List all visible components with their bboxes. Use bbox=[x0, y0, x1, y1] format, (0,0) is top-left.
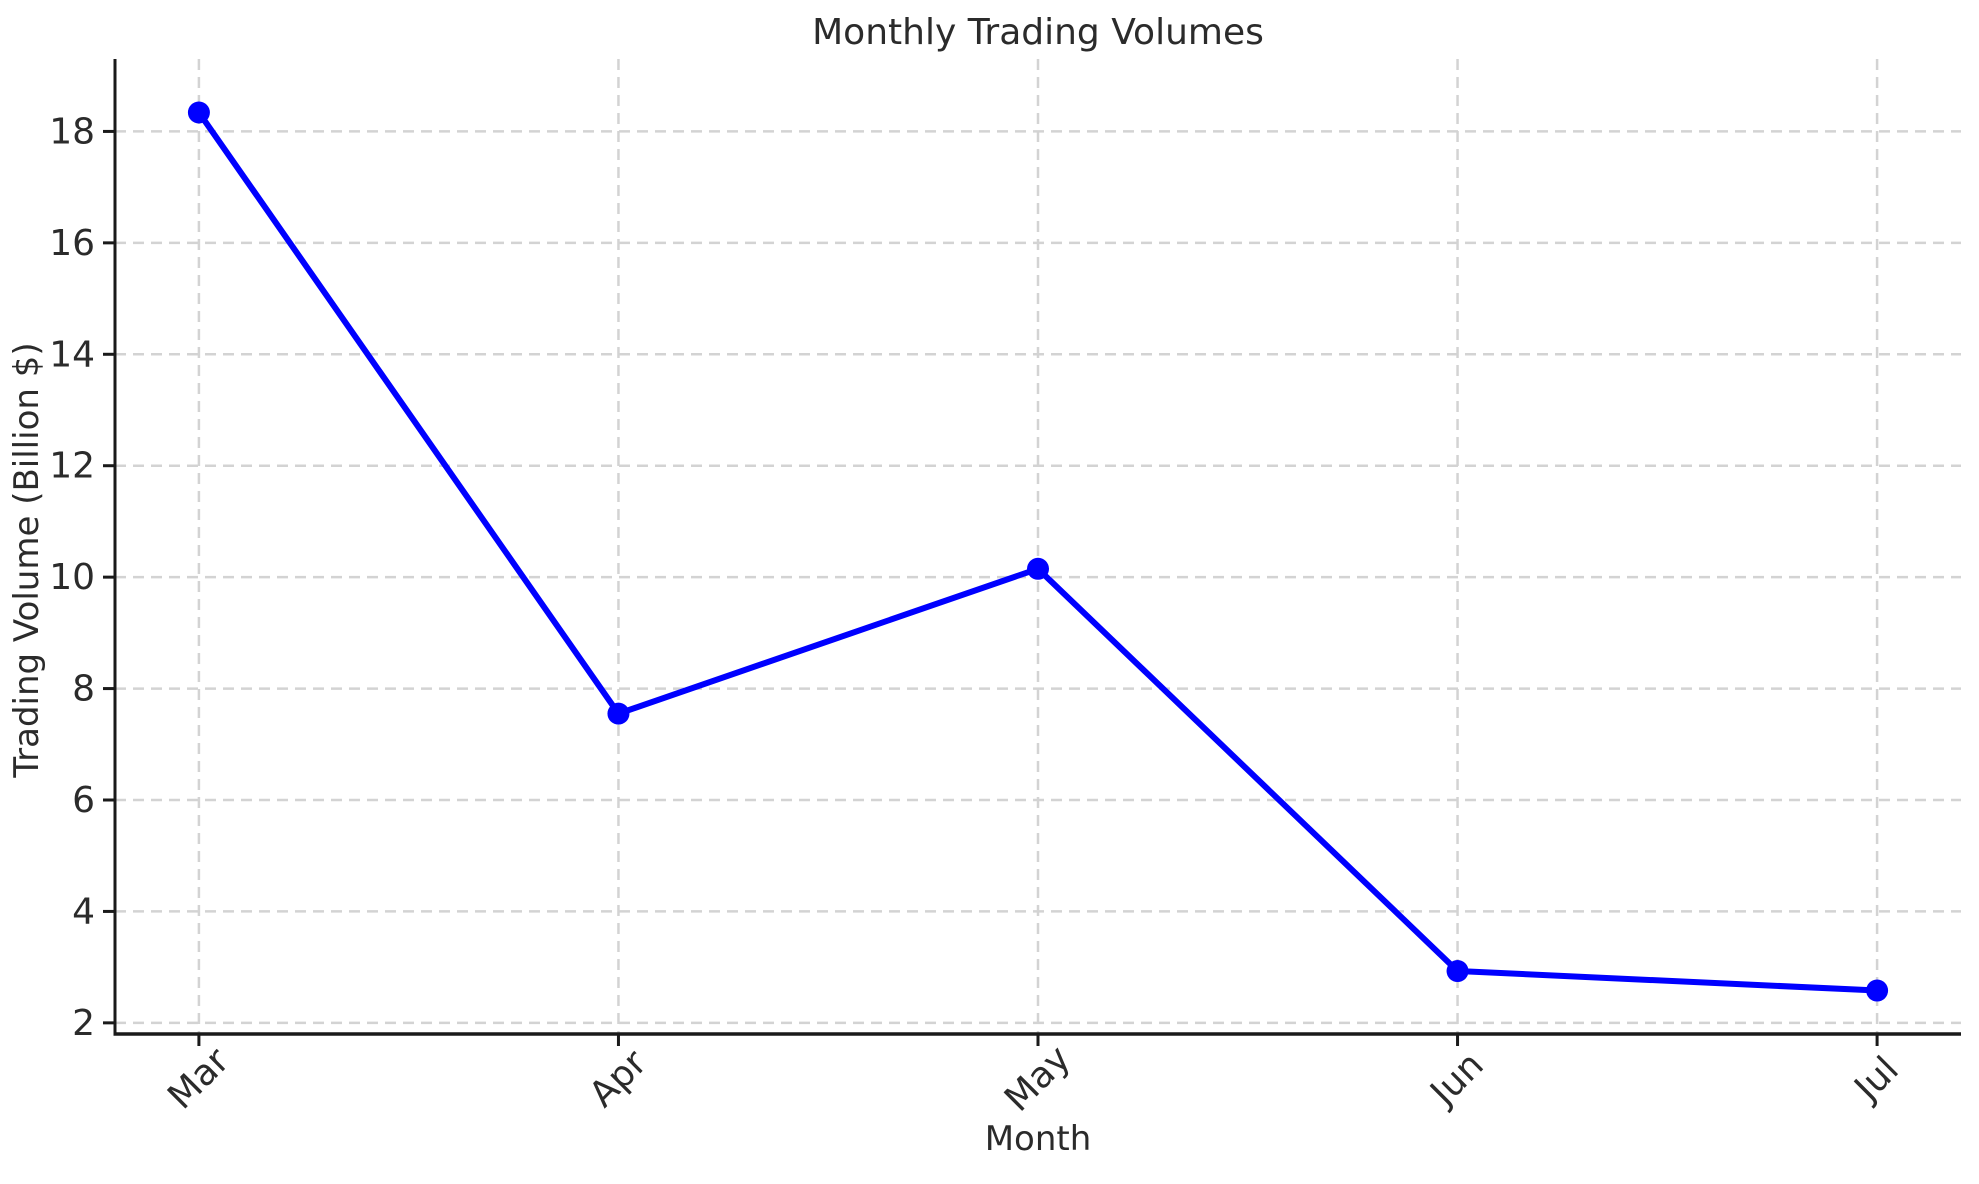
x-tick-label: Apr bbox=[582, 1042, 655, 1115]
y-tick-label: 6 bbox=[72, 780, 95, 821]
data-point-marker bbox=[1866, 979, 1889, 1002]
y-tick-label: 12 bbox=[49, 446, 95, 487]
data-point-marker bbox=[187, 101, 210, 124]
y-tick-label: 18 bbox=[49, 111, 95, 152]
data-point-marker bbox=[1027, 557, 1049, 580]
data-point-marker bbox=[1446, 960, 1469, 983]
grid-layer bbox=[115, 59, 1961, 1034]
y-tick-label: 4 bbox=[72, 891, 95, 932]
data-point-marker bbox=[607, 702, 630, 725]
axes-layer: 2 4 6 8 10 12 14 16 18 Mar Apr May Jun Jul bbox=[49, 59, 1961, 1120]
x-tick-label: May bbox=[997, 1038, 1079, 1120]
y-tick-label: 10 bbox=[49, 557, 95, 598]
x-tick-label: Jun bbox=[1422, 1044, 1492, 1114]
y-tick-label: 2 bbox=[72, 1003, 95, 1044]
chart-title: Monthly Trading Volumes bbox=[812, 12, 1264, 53]
y-tick-label: 14 bbox=[49, 334, 95, 375]
x-tick-label: Mar bbox=[160, 1040, 237, 1117]
x-axis-label: Month bbox=[985, 1119, 1092, 1159]
y-tick-label: 8 bbox=[72, 669, 95, 710]
y-tick-label: 16 bbox=[49, 223, 95, 264]
x-tick-label: Jul bbox=[1846, 1049, 1907, 1110]
y-axis-label: Trading Volume (Billion $) bbox=[7, 342, 47, 778]
series-layer bbox=[187, 101, 1889, 1002]
